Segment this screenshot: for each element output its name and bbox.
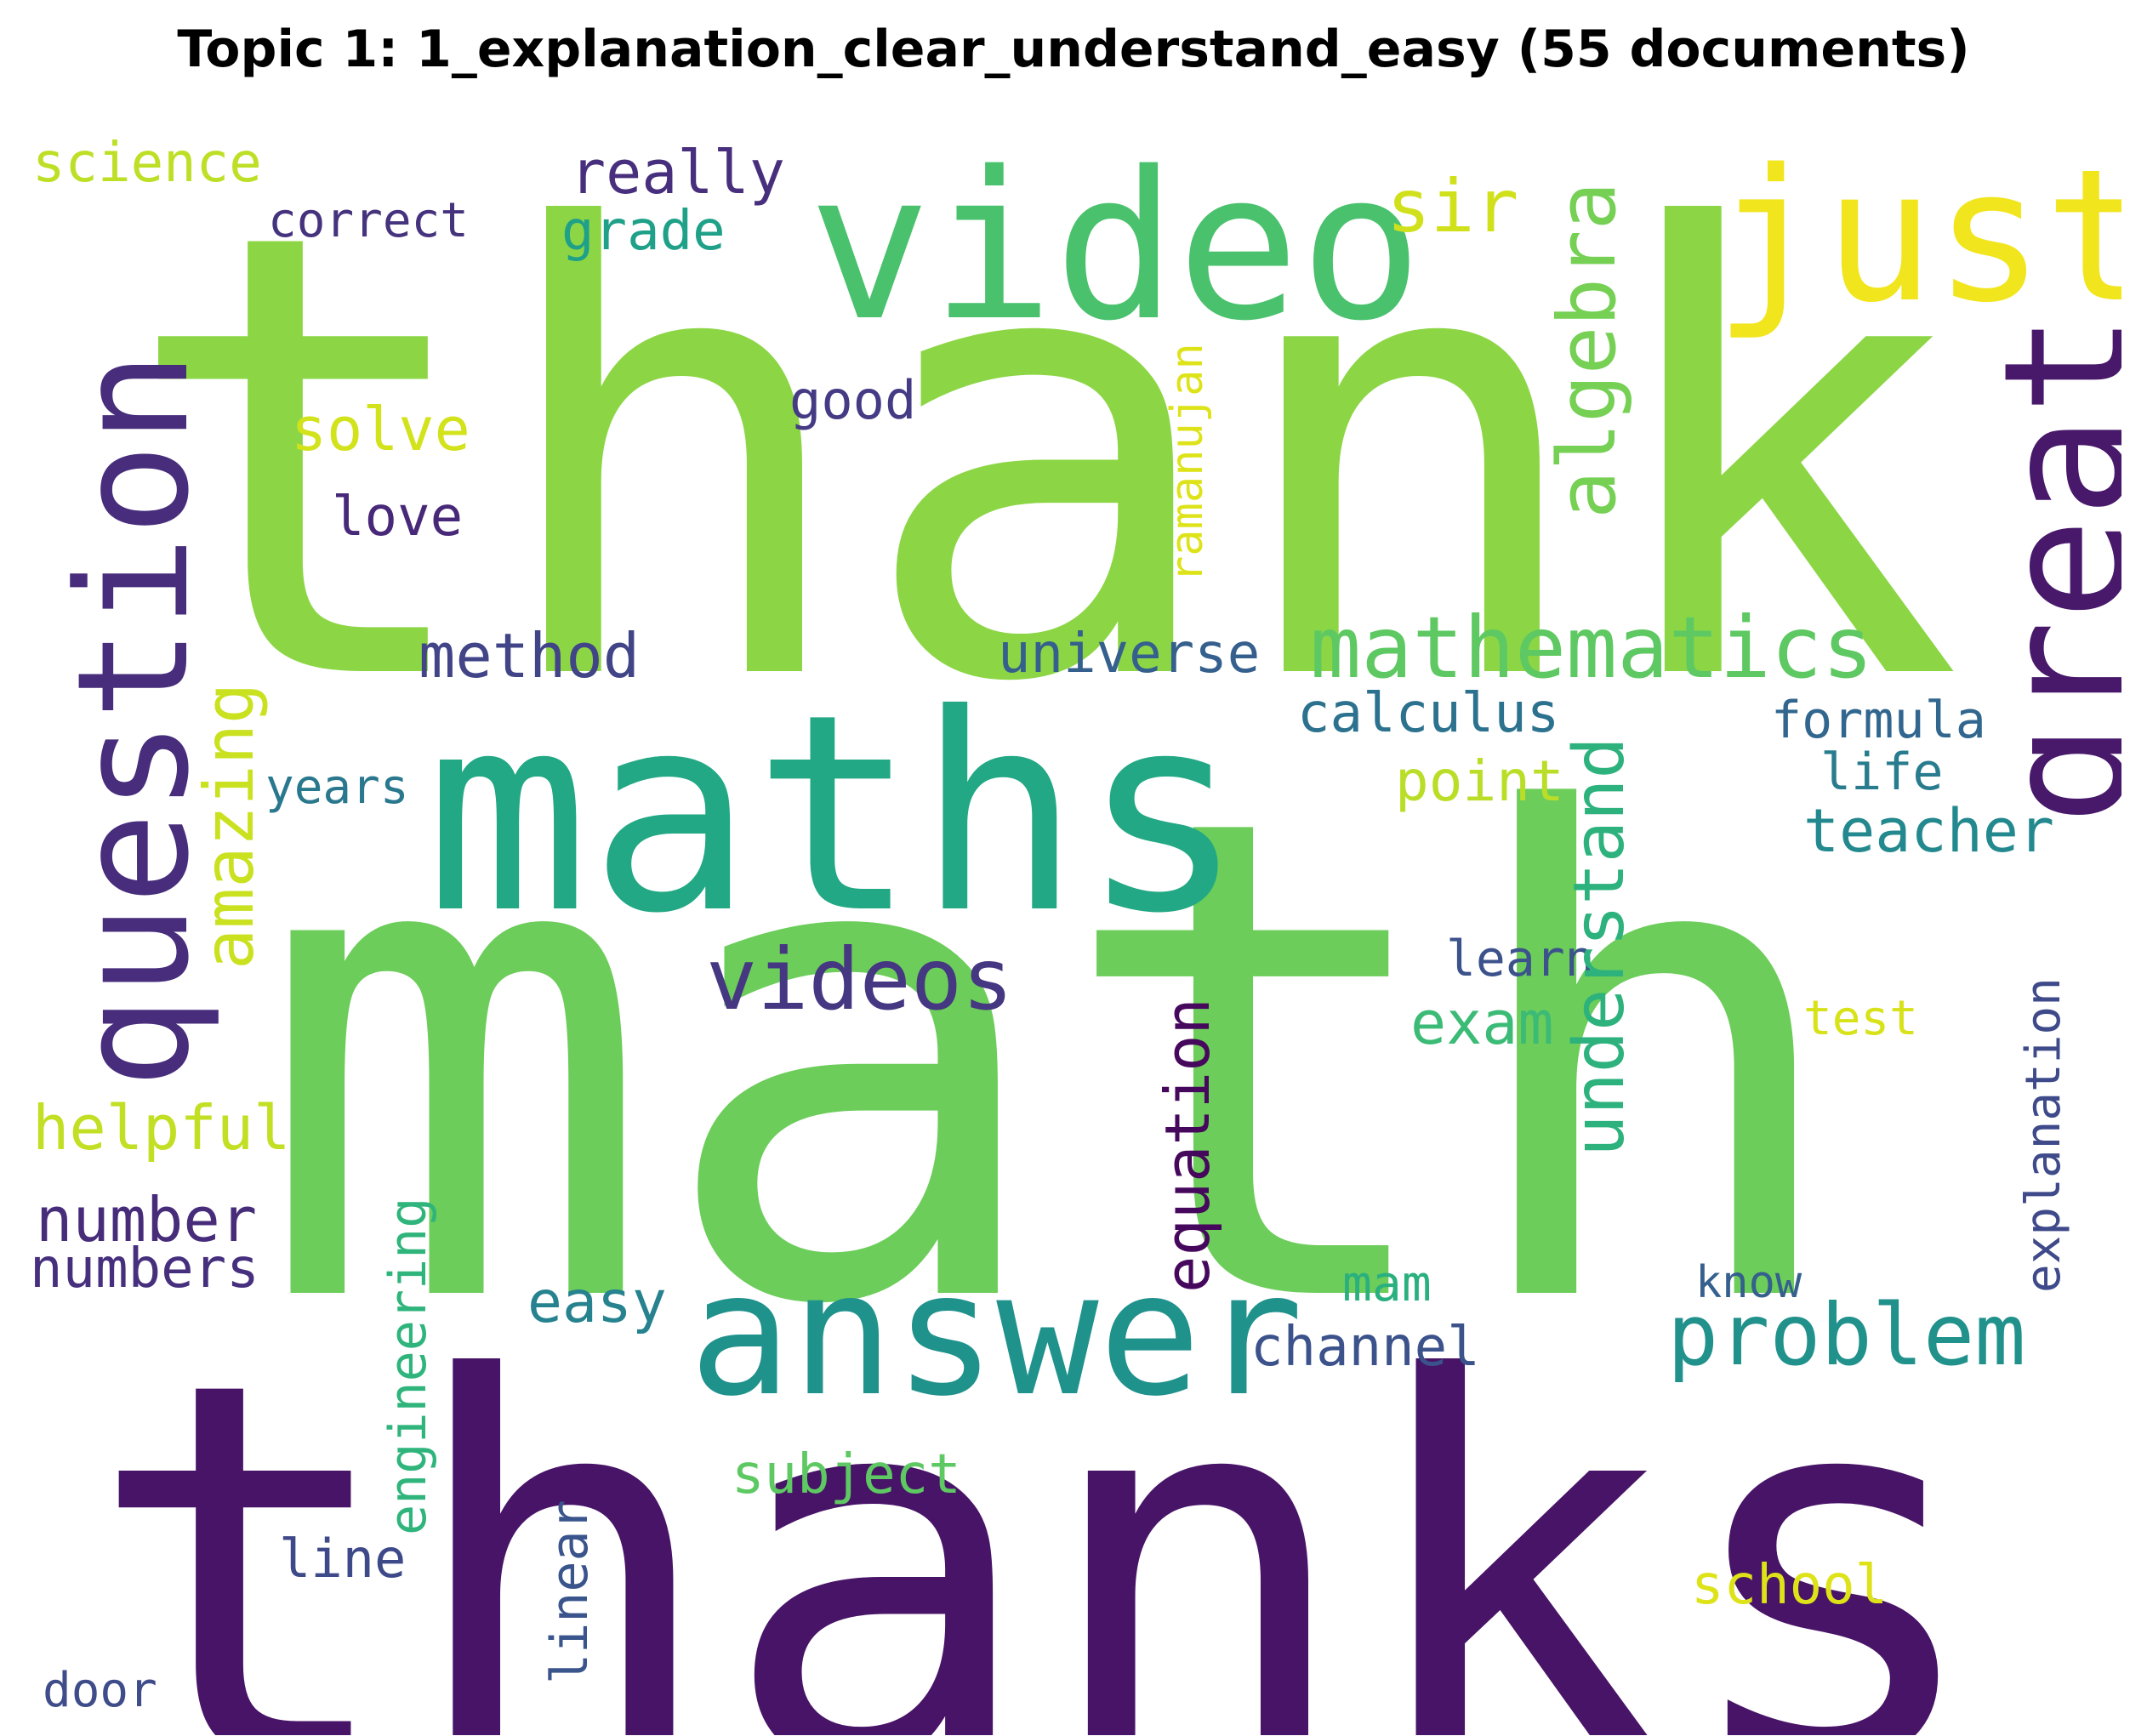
word-great: great bbox=[1968, 312, 2121, 825]
word-equation: equation bbox=[1152, 998, 1223, 1293]
word-numbers: numbers bbox=[30, 1238, 259, 1301]
word-subject: subject bbox=[732, 1443, 961, 1506]
word-easy: easy bbox=[527, 1269, 667, 1336]
figure-title: Topic 1: 1_explanation_clear_understand_… bbox=[177, 20, 1970, 79]
word-love: love bbox=[332, 486, 464, 549]
word-method: method bbox=[419, 620, 641, 692]
word-math: math bbox=[255, 677, 1854, 1449]
word-life: life bbox=[1820, 743, 1944, 802]
word-exam: exam bbox=[1410, 988, 1554, 1058]
word-universe: universe bbox=[998, 623, 1261, 686]
word-really: really bbox=[570, 138, 785, 208]
word-school: school bbox=[1691, 1554, 1888, 1617]
word-mam: mam bbox=[1342, 1255, 1432, 1312]
word-ramanujan: ramanujan bbox=[1162, 343, 1213, 583]
word-teacher: teacher bbox=[1803, 796, 2055, 866]
word-engineering: engineering bbox=[379, 1197, 438, 1535]
word-answer: answer bbox=[689, 1236, 1304, 1434]
word-correct: correct bbox=[268, 193, 470, 248]
word-linear: linear bbox=[540, 1500, 600, 1684]
word-thank: thank bbox=[119, 119, 1963, 816]
word-science: science bbox=[32, 132, 262, 195]
word-door: door bbox=[43, 1663, 157, 1718]
word-understand: understand bbox=[1559, 737, 1640, 1157]
word-line: line bbox=[279, 1528, 407, 1590]
word-learn: learn bbox=[1446, 930, 1595, 988]
word-formula: formula bbox=[1771, 691, 1986, 750]
word-maths: maths bbox=[425, 657, 1245, 973]
word-video: video bbox=[808, 128, 1423, 366]
word-years: years bbox=[265, 760, 409, 815]
word-algebra: algebra bbox=[1541, 181, 1634, 519]
word-good: good bbox=[789, 369, 917, 431]
word-problem: problem bbox=[1667, 1285, 2026, 1385]
word-point: point bbox=[1395, 748, 1564, 814]
word-calculus: calculus bbox=[1297, 682, 1560, 745]
word-question: question bbox=[45, 351, 223, 1089]
word-just: just bbox=[1714, 129, 2121, 343]
word-test: test bbox=[1803, 991, 1918, 1046]
word-mathematics: mathematics bbox=[1310, 598, 1874, 697]
word-sir: sir bbox=[1387, 164, 1519, 249]
word-helpful: helpful bbox=[32, 1092, 291, 1164]
word-channel: channel bbox=[1250, 1316, 1480, 1379]
word-amazing: amazing bbox=[190, 682, 269, 970]
word-thanks: thanks bbox=[85, 1271, 1990, 1736]
word-videos: videos bbox=[706, 930, 1014, 1029]
word-know: know bbox=[1695, 1257, 1802, 1308]
word-cloud: thank math thanks maths video just answe… bbox=[26, 119, 2121, 1735]
word-grade: grade bbox=[561, 200, 726, 263]
word-solve: solve bbox=[291, 395, 470, 464]
word-explanation: explanation bbox=[2016, 977, 2071, 1293]
word-number: number bbox=[36, 1184, 258, 1255]
